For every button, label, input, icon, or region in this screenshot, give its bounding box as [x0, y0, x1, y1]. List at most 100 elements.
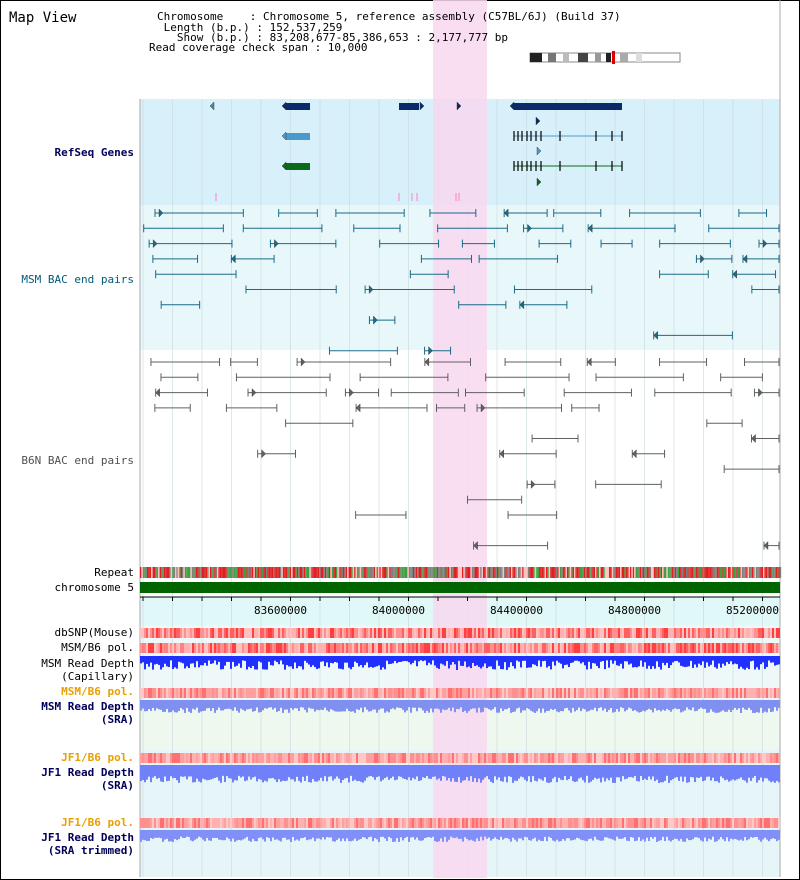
- heat-cell: [316, 628, 318, 638]
- read-depth-bar: [252, 830, 254, 839]
- heat-cell: [460, 688, 462, 698]
- repeat-segment: [774, 567, 776, 578]
- repeat-segment: [443, 567, 446, 578]
- heat-cell: [236, 643, 238, 653]
- read-depth-bar: [214, 700, 216, 713]
- read-depth-bar: [464, 700, 466, 711]
- read-depth-bar: [604, 656, 606, 670]
- repeat-segment: [582, 567, 584, 578]
- heat-cell: [626, 688, 628, 698]
- heat-cell: [616, 643, 618, 653]
- repeat-segment: [600, 567, 602, 578]
- read-depth-bar: [334, 830, 336, 842]
- heat-cell: [754, 688, 756, 698]
- read-depth-bar: [528, 765, 530, 777]
- heat-cell: [664, 818, 666, 828]
- read-depth-bar: [454, 765, 456, 782]
- read-depth-bar: [492, 700, 494, 710]
- heat-cell: [536, 643, 538, 653]
- heat-cell: [698, 753, 700, 763]
- track-label-jf1-b6-pol-1[interactable]: JF1/B6 pol.: [61, 751, 134, 764]
- heat-cell: [492, 688, 494, 698]
- heat-cell: [230, 753, 232, 763]
- read-depth-bar: [438, 700, 440, 710]
- heat-cell: [364, 753, 366, 763]
- heat-cell: [482, 818, 484, 828]
- read-depth-bar: [566, 700, 568, 708]
- heat-cell: [164, 643, 166, 653]
- heat-cell: [334, 643, 336, 653]
- track-label-jf1-b6-pol-2[interactable]: JF1/B6 pol.: [61, 816, 134, 829]
- heat-cell: [234, 753, 236, 763]
- read-depth-bar: [732, 700, 734, 710]
- heat-cell: [388, 818, 390, 828]
- read-depth-bar: [626, 765, 628, 779]
- repeat-segment: [767, 567, 769, 578]
- read-depth-bar: [328, 656, 330, 668]
- track-label-msm-b6-pol-2[interactable]: MSM/B6 pol.: [61, 685, 134, 698]
- heat-cell: [412, 643, 414, 653]
- read-depth-bar: [730, 656, 732, 662]
- read-depth-bar: [670, 765, 672, 781]
- read-depth-bar: [280, 700, 282, 708]
- heat-cell: [392, 818, 394, 828]
- track-label-jf1-depth-trim[interactable]: JF1 Read Depth: [41, 831, 134, 844]
- read-depth-bar: [180, 830, 182, 837]
- heat-cell: [400, 688, 402, 698]
- read-depth-bar: [512, 830, 514, 838]
- track-label-msm-depth-sra[interactable]: MSM Read Depth: [41, 700, 134, 713]
- read-depth-bar: [616, 656, 618, 666]
- heat-cell: [434, 818, 436, 828]
- heat-cell: [460, 628, 462, 638]
- read-depth-bar: [526, 765, 528, 782]
- read-depth-bar: [350, 830, 352, 842]
- heat-cell: [644, 628, 646, 638]
- read-depth-bar: [174, 830, 176, 839]
- track-label-b6n-bac[interactable]: B6N BAC end pairs: [21, 454, 134, 467]
- b6n-bac-pair: [155, 388, 160, 398]
- chromosome-ideogram[interactable]: [529, 51, 681, 64]
- read-depth-bar: [634, 700, 636, 711]
- read-depth-bar: [332, 765, 334, 781]
- read-depth-bar: [150, 765, 152, 783]
- read-depth-bar: [152, 656, 154, 670]
- heat-cell: [216, 753, 218, 763]
- track-label-msm-b6-pol-1[interactable]: MSM/B6 pol.: [61, 641, 134, 654]
- heat-cell: [650, 753, 652, 763]
- features-layer[interactable]: [140, 101, 782, 842]
- repeat-segment: [431, 567, 433, 578]
- repeat-segment: [399, 567, 401, 578]
- repeat-segment: [624, 567, 626, 578]
- read-depth-bar: [426, 830, 428, 838]
- heat-cell: [534, 688, 536, 698]
- read-depth-bar: [400, 700, 402, 709]
- heat-cell: [714, 753, 716, 763]
- heat-cell: [284, 643, 286, 653]
- read-depth-bar: [724, 656, 726, 666]
- read-depth-bar: [748, 700, 750, 708]
- heat-cell: [712, 688, 714, 698]
- track-label-msm-depth-cap[interactable]: MSM Read Depth: [41, 657, 134, 670]
- heat-cell: [556, 628, 558, 638]
- repeat-segment: [168, 567, 170, 578]
- track-label-repeat[interactable]: Repeat: [94, 566, 134, 579]
- repeat-segment: [736, 567, 738, 578]
- selected-region-highlight[interactable]: [433, 0, 487, 878]
- read-depth-bar: [670, 656, 672, 666]
- track-label-msm-bac[interactable]: MSM BAC end pairs: [21, 273, 134, 286]
- track-label-chromosome[interactable]: chromosome 5: [54, 581, 134, 594]
- track-label-dbsnp[interactable]: dbSNP(Mouse): [54, 626, 134, 639]
- heat-cell: [504, 688, 506, 698]
- read-depth-bar: [392, 765, 394, 777]
- heat-cell: [220, 818, 222, 828]
- heat-cell: [344, 753, 346, 763]
- heat-cell: [552, 818, 554, 828]
- read-depth-bar: [482, 656, 484, 667]
- read-depth-bar: [434, 700, 436, 709]
- heat-cell: [238, 628, 240, 638]
- heat-cell: [224, 628, 226, 638]
- heat-cell: [684, 818, 686, 828]
- track-label-refseq[interactable]: RefSeq Genes: [54, 146, 134, 159]
- track-label-jf1-depth-sra[interactable]: JF1 Read Depth: [41, 766, 134, 779]
